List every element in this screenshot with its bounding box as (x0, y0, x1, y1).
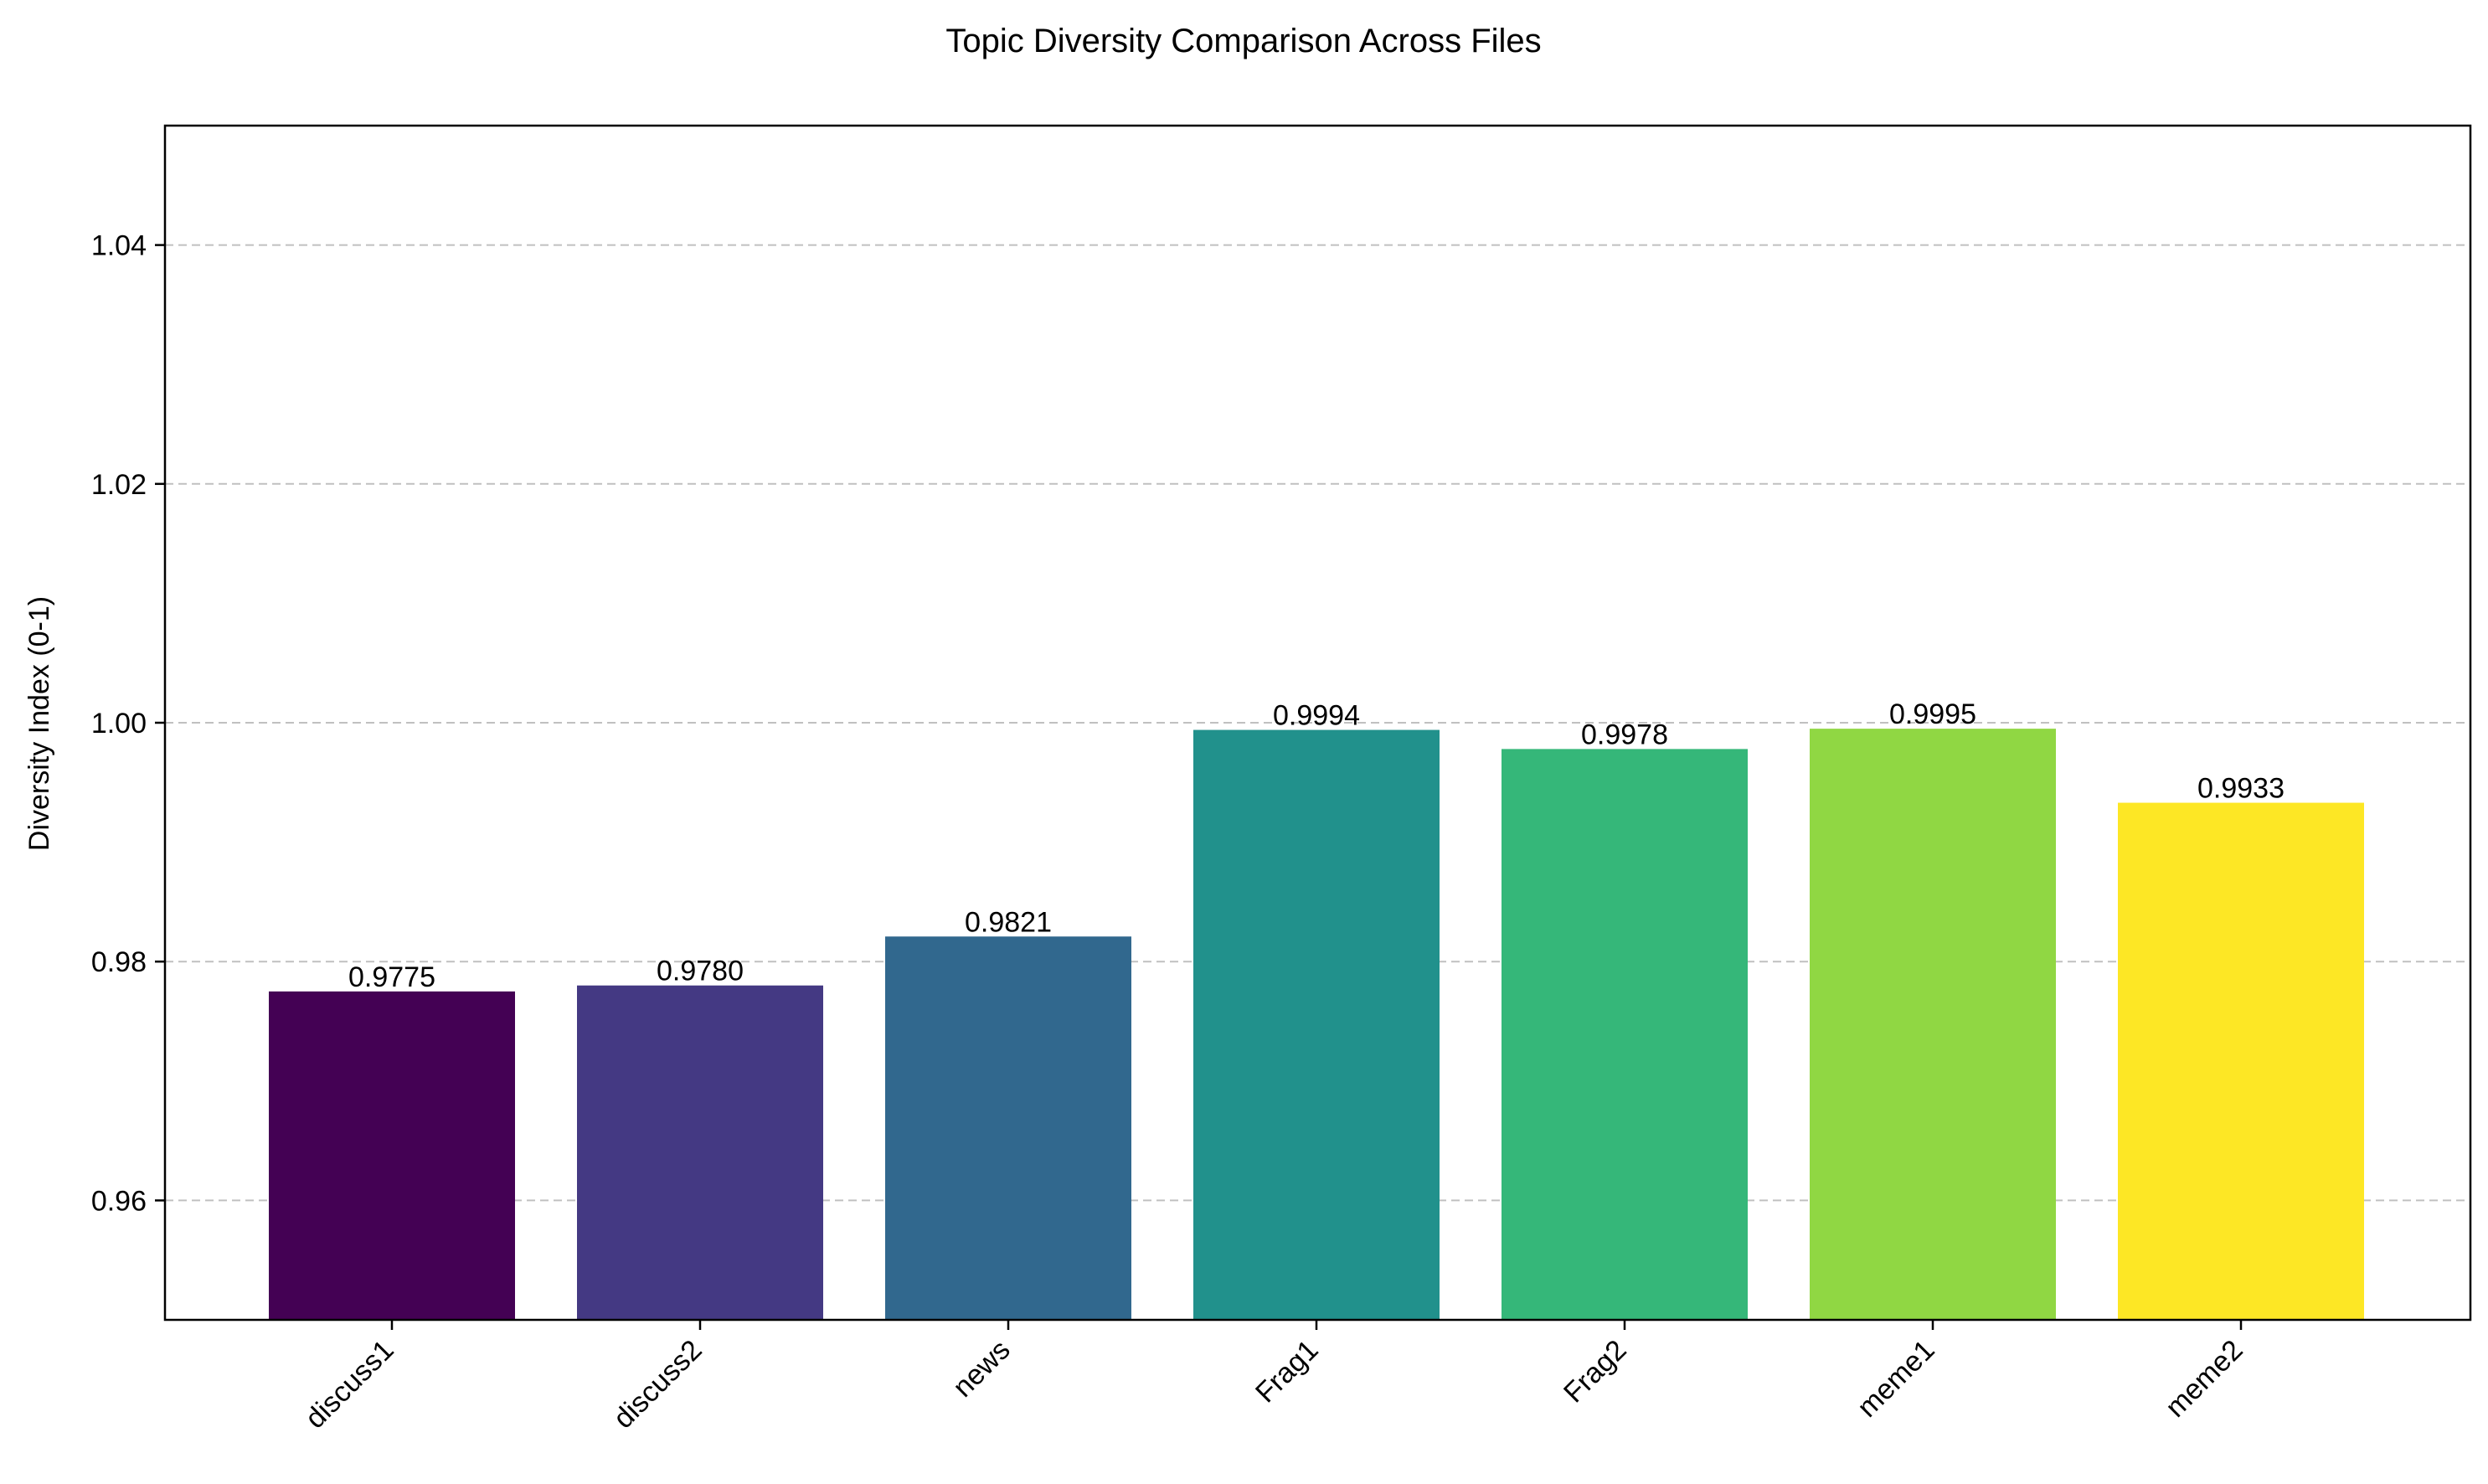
y-axis-ticks: 0.96 0.98 1.00 1.02 1.04 (91, 230, 165, 1217)
y-tick-label: 1.02 (91, 469, 147, 501)
y-axis-label: Diversity Index (0-1) (23, 596, 55, 851)
bar-value-label: 0.9978 (1581, 719, 1668, 750)
bars (269, 729, 2364, 1320)
bar-news (885, 936, 1131, 1320)
bar-value-label: 0.9933 (2197, 773, 2285, 805)
bar-discuss1 (269, 991, 515, 1320)
y-tick-label: 1.04 (91, 230, 147, 262)
bar-value-label: 0.9775 (348, 961, 435, 993)
bar-Frag1 (1193, 729, 1440, 1320)
y-tick-label: 0.98 (91, 946, 147, 978)
chart-title: Topic Diversity Comparison Across Files (945, 23, 1541, 59)
bar-discuss2 (577, 985, 823, 1320)
y-tick-label: 1.00 (91, 708, 147, 739)
bar-value-label: 0.9995 (1889, 698, 1976, 730)
y-tick-label: 0.96 (91, 1185, 147, 1217)
bar-meme2 (2118, 802, 2364, 1320)
bar-value-label: 0.9780 (657, 956, 744, 987)
bar-meme1 (1810, 729, 2056, 1320)
bar-value-labels: 0.9775 0.9780 0.9821 0.9994 0.9978 0.9995 0.99… (348, 698, 2285, 993)
bar-Frag2 (1502, 749, 1748, 1320)
bar-value-label: 0.9994 (1273, 700, 1360, 732)
bar-value-label: 0.9821 (965, 906, 1052, 938)
